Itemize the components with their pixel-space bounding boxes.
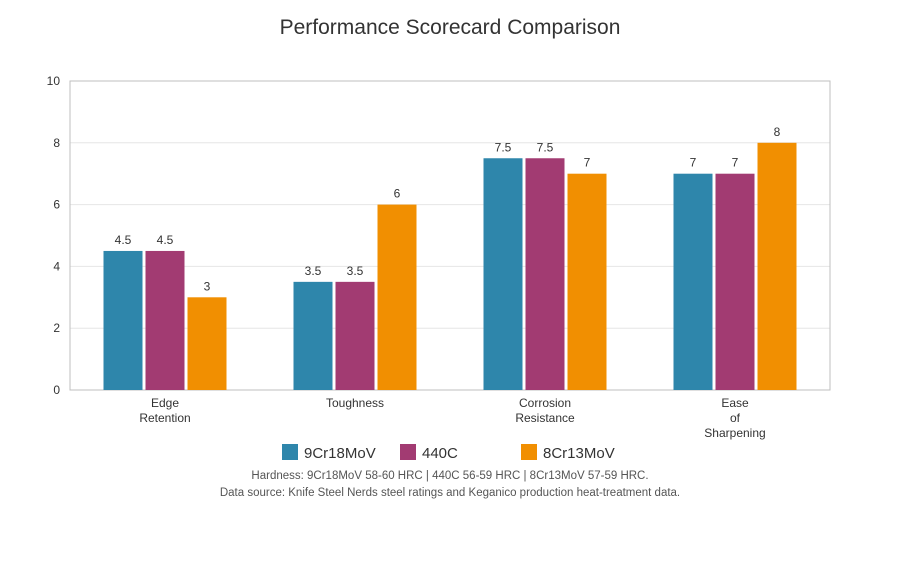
data-label: 7 [732,156,739,170]
chart-title: Performance Scorecard Comparison [280,16,621,39]
bar [525,158,565,390]
data-label: 7 [690,156,697,170]
bar [757,142,797,390]
legend-label: 8Cr13MoV [543,445,615,462]
bar [483,158,523,390]
chart-note: Hardness: 9Cr18MoV 58-60 HRC | 440C 56-5… [251,470,648,482]
category-label: Toughness [326,396,384,410]
legend-label: 9Cr18MoV [304,445,376,462]
legend-swatch [400,444,416,460]
bar [715,173,755,390]
data-label: 4.5 [157,233,174,247]
y-tick-label: 2 [53,321,60,335]
legend-swatch [521,444,537,460]
plot-frame [69,80,831,391]
chart-note: Data source: Knife Steel Nerds steel rat… [220,487,680,499]
bar [293,281,333,390]
data-label: 3.5 [305,264,322,278]
data-label: 8 [774,125,781,139]
chart-notes: Hardness: 9Cr18MoV 58-60 HRC | 440C 56-5… [220,470,680,499]
category-label: of [730,411,741,425]
category-label: Corrosion [519,396,571,410]
bar [145,250,185,390]
data-label: 6 [394,187,401,201]
y-tick-label: 0 [53,383,60,397]
y-tick-label: 10 [47,74,61,88]
category-label: Sharpening [704,426,765,440]
bar [377,204,417,390]
legend-label: 440C [422,445,458,462]
category-label: Ease [721,396,749,410]
data-label: 7.5 [537,140,554,154]
data-label: 3 [204,279,211,293]
bar [335,281,375,390]
legend-swatch [282,444,298,460]
bar [103,250,143,390]
legend: 9Cr18MoV 440C 8Cr13MoV [282,444,615,462]
category-label: Retention [139,411,190,425]
bar [673,173,713,390]
bar [567,173,607,390]
data-labels: 4.5 4.5 3 3.5 3.5 6 7.5 7.5 7 7 7 8 [115,125,781,293]
bar [187,297,227,390]
data-label: 7.5 [495,140,512,154]
y-axis-ticks: 0 2 4 6 8 10 [47,74,61,397]
y-tick-label: 6 [53,198,60,212]
category-label: Edge [151,396,179,410]
data-label: 3.5 [347,264,364,278]
data-label: 4.5 [115,233,132,247]
y-tick-label: 4 [53,259,60,273]
category-label: Resistance [515,411,575,425]
y-tick-label: 8 [53,136,60,150]
bars [103,142,797,390]
data-label: 7 [584,156,591,170]
